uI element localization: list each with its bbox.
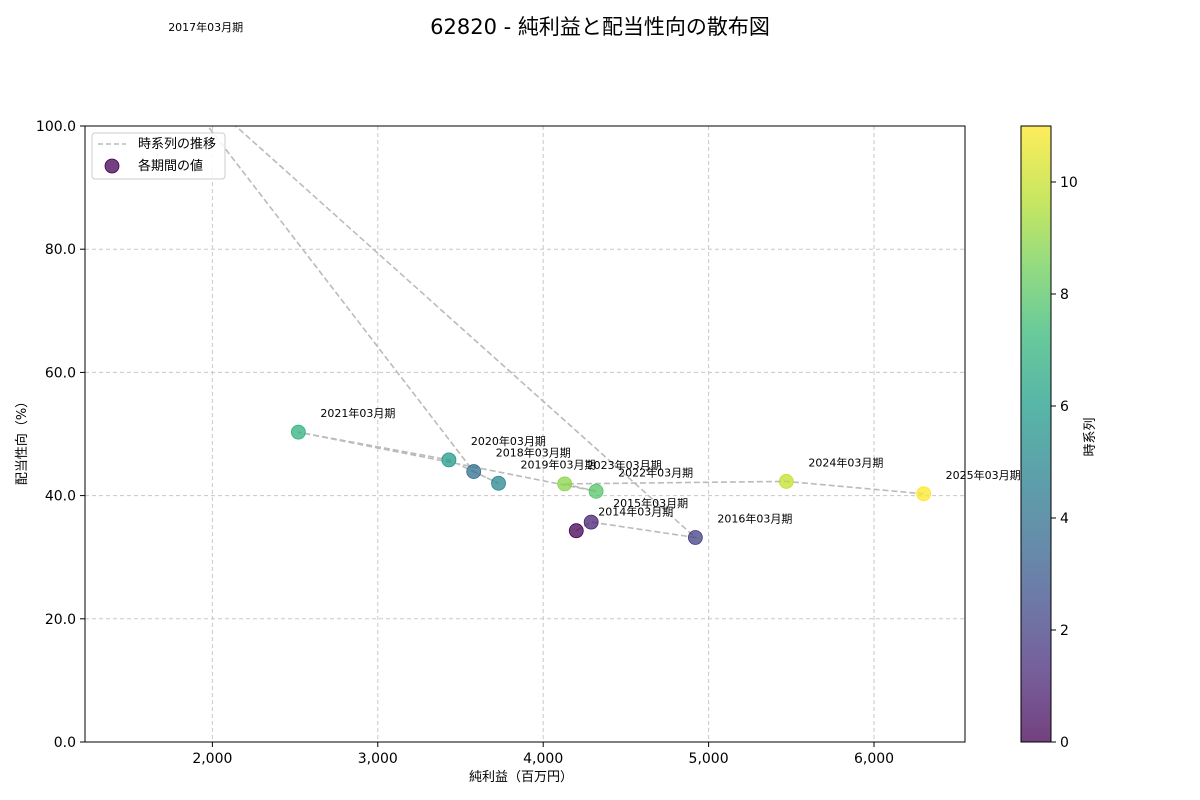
x-tick-label: 3,000 [358, 751, 398, 767]
legend-point-swatch [104, 158, 120, 174]
data-point [466, 464, 482, 479]
colorbar-ticks: 0 2 4 6 8 10 [1051, 175, 1078, 751]
colorbar-gradient [1021, 126, 1051, 742]
y-axis-label: 配当性向（%） [14, 395, 30, 485]
colorbar-frame [1020, 125, 1052, 743]
data-point [687, 530, 703, 545]
point-label: 2020年03月期 [471, 434, 546, 448]
data-point [568, 523, 584, 539]
point-label: 2016年03月期 [717, 511, 792, 525]
point-label: 2025年03月期 [946, 468, 1021, 482]
x-axis-ticks: 2,000 3,000 4,000 5,000 6,000 [192, 742, 894, 767]
x-tick-label: 6,000 [854, 751, 894, 767]
point-label: 2019年03月期 [521, 457, 596, 471]
colorbar-tick-label: 4 [1060, 511, 1069, 527]
y-tick-label: 20.0 [45, 612, 76, 628]
data-point [778, 474, 794, 489]
legend: 時系列の推移 各期間の値 [91, 132, 226, 180]
data-point [290, 424, 306, 440]
point-label: 2021年03月期 [320, 406, 395, 420]
colorbar-tick-label: 10 [1060, 175, 1078, 191]
data-point [441, 452, 457, 468]
data-point [557, 476, 573, 492]
y-tick-label: 60.0 [45, 365, 76, 381]
data-point [139, 39, 153, 53]
data-point [491, 475, 506, 491]
point-label: 2014年03月期 [598, 505, 673, 519]
colorbar-tick-label: 0 [1060, 735, 1069, 751]
point-label: 2023年03月期 [587, 458, 662, 472]
chart-title: 62820 - 純利益と配当性向の散布図 [430, 15, 770, 39]
point-label: 2024年03月期 [808, 455, 883, 469]
x-tick-label: 4,000 [523, 751, 563, 767]
grid [85, 125, 965, 743]
colorbar-tick-label: 2 [1060, 623, 1069, 639]
data-points [139, 39, 932, 545]
colorbar-tick-label: 6 [1060, 399, 1069, 415]
x-tick-label: 2,000 [192, 751, 232, 767]
colorbar: 0 2 4 6 8 10 時系列 [1020, 125, 1098, 751]
legend-entry-points: 各期間の値 [138, 158, 203, 174]
data-point [583, 514, 599, 530]
x-axis-label: 純利益（百万円） [469, 770, 573, 785]
point-label: 2022年03月期 [618, 465, 693, 479]
legend-entry-line: 時系列の推移 [138, 137, 216, 152]
x-tick-label: 5,000 [689, 751, 729, 767]
data-point [916, 486, 932, 502]
y-tick-label: 80.0 [45, 242, 76, 258]
y-tick-label: 40.0 [45, 489, 76, 505]
y-tick-label: 0.0 [54, 735, 76, 751]
data-point [588, 483, 604, 499]
colorbar-label: 時系列 [1083, 417, 1098, 456]
colorbar-tick-label: 8 [1060, 287, 1069, 303]
y-tick-label: 100.0 [36, 119, 76, 135]
plot-frame [84, 125, 966, 743]
point-label: 2015年03月期 [613, 496, 688, 510]
point-label: 2018年03月期 [496, 446, 571, 460]
point-label: 2017年03月期 [168, 20, 243, 34]
y-axis-ticks: 0.0 20.0 40.0 60.0 80.0 100.0 [36, 119, 85, 751]
